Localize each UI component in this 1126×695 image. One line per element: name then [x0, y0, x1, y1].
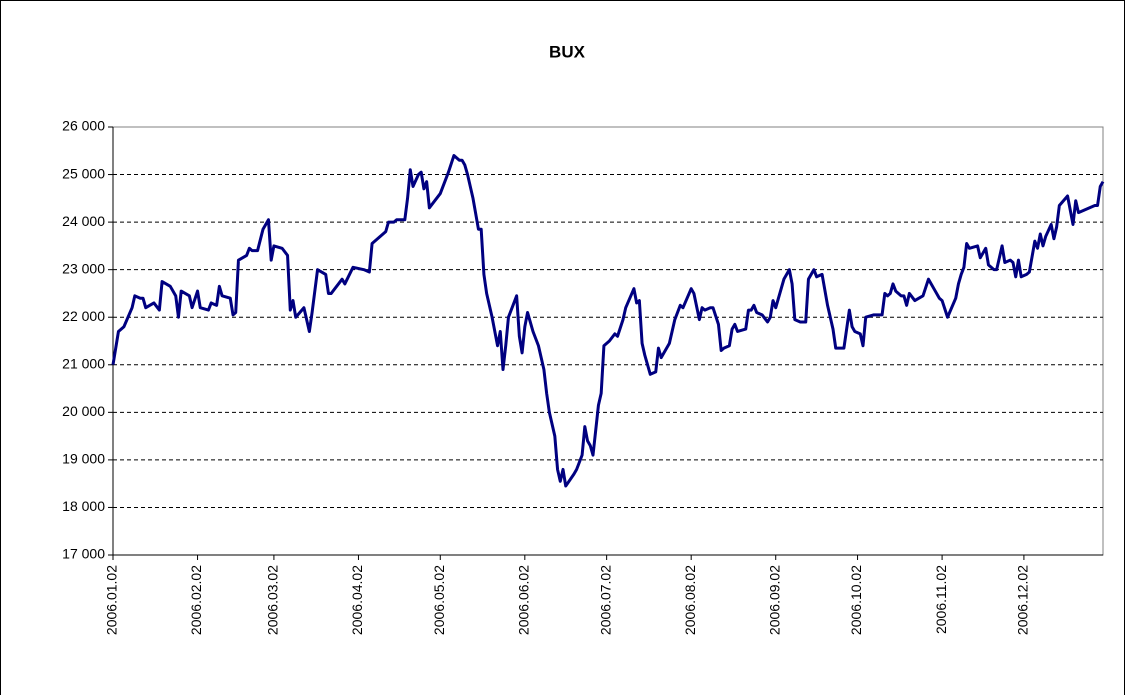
y-tick-label: 24 000: [62, 213, 105, 229]
x-tick-label: 2006.01.02: [104, 565, 120, 635]
x-tick-label: 2006.09.02: [766, 565, 782, 635]
x-tick-label: 2006.11.02: [933, 565, 949, 634]
y-tick-label: 21 000: [62, 355, 105, 371]
x-tick-label: 2006.04.02: [349, 565, 365, 635]
x-tick-label: 2006.06.02: [516, 565, 532, 635]
y-tick-label: 23 000: [62, 260, 105, 276]
x-tick-label: 2006.05.02: [431, 565, 447, 635]
y-tick-label: 20 000: [62, 403, 105, 419]
y-tick-label: 26 000: [62, 118, 105, 134]
x-tick-label: 2006.12.02: [1015, 565, 1031, 635]
y-tick-label: 17 000: [62, 546, 105, 562]
y-tick-label: 18 000: [62, 498, 105, 514]
data-line: [111, 154, 1105, 488]
x-tick-label: 2006.07.02: [597, 565, 613, 635]
x-tick-label: 2006.10.02: [848, 565, 864, 635]
y-tick-label: 25 000: [62, 165, 105, 181]
x-tick-label: 2006.03.02: [265, 565, 281, 635]
y-tick-label: 22 000: [62, 308, 105, 324]
x-tick-label: 2006.02.02: [188, 565, 204, 635]
y-tick-label: 19 000: [62, 451, 105, 467]
x-tick-label: 2006.08.02: [682, 565, 698, 635]
chart-title: BUX: [549, 42, 586, 61]
